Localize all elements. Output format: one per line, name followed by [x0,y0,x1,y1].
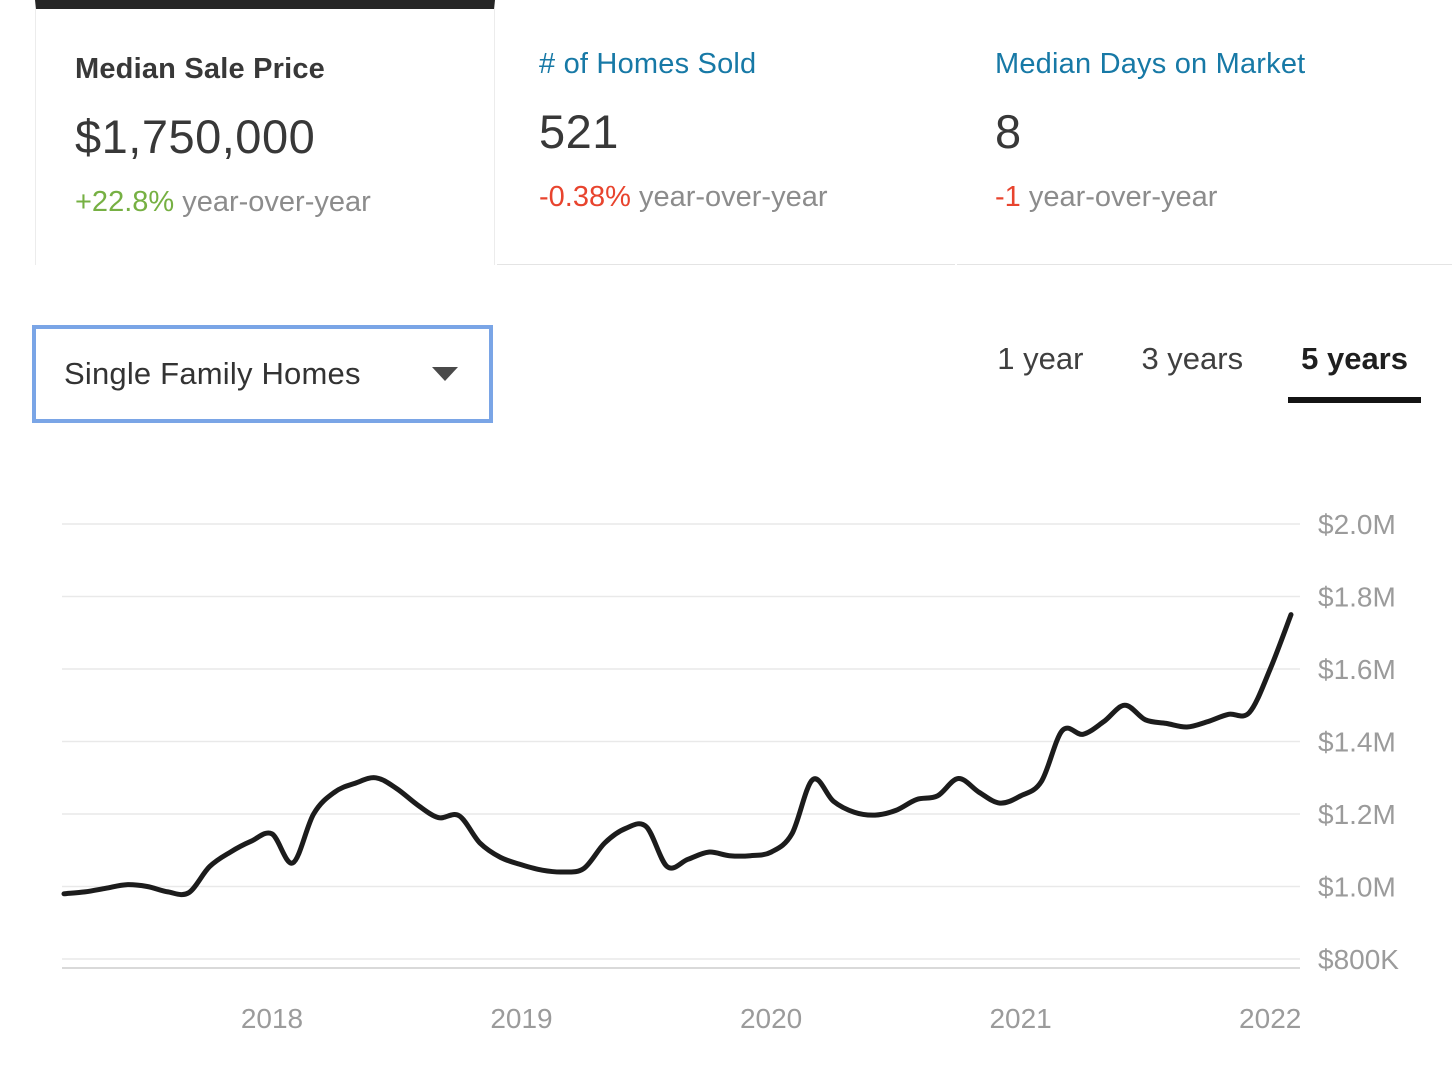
svg-text:$1.4M: $1.4M [1318,727,1396,758]
svg-text:$1.2M: $1.2M [1318,799,1396,830]
delta-percent: -0.38% [539,181,631,213]
delta-percent: +22.8% [75,186,175,218]
tab-value: $1,750,000 [75,110,316,163]
grid-lines [62,523,1300,969]
delta-suffix: year-over-year [630,181,828,213]
svg-text:$1.8M: $1.8M [1318,582,1396,613]
svg-text:2019: 2019 [490,1003,552,1034]
delta-suffix: year-over-year [1020,181,1218,213]
delta-percent: -1 [995,181,1021,213]
time-range-selector: 1 year 3 years 5 years [997,341,1421,403]
delta-suffix: year-over-year [174,186,371,218]
tab-median-sale-price[interactable]: Median Sale Price $1,750,000 +22.8% year… [35,0,495,265]
kpi-tabs: Median Sale Price $1,750,000 +22.8% year… [0,0,1452,265]
tab-title: Median Days on Market [995,48,1306,80]
tab-homes-sold[interactable]: # of Homes Sold 521 -0.38% year-over-yea… [497,0,955,265]
svg-text:2020: 2020 [740,1003,802,1034]
tab-value: 8 [995,105,1022,158]
median-sale-price-line[interactable] [61,612,1294,898]
time-range-1-year[interactable]: 1 year [997,341,1084,376]
x-axis-labels: 2018 2019 2020 2021 2022 [241,1003,1301,1034]
tab-delta: +22.8% year-over-year [75,186,494,219]
svg-text:2018: 2018 [241,1003,303,1034]
y-axis-labels: $2.0M $1.8M $1.6M $1.4M $1.2M $1.0M $800K [1318,509,1399,975]
svg-text:2022: 2022 [1239,1003,1301,1034]
svg-text:2021: 2021 [989,1003,1051,1034]
time-range-5-years[interactable]: 5 years [1288,341,1421,403]
property-type-dropdown[interactable]: Single Family Homes [32,325,493,423]
svg-text:$2.0M: $2.0M [1318,509,1396,540]
tab-delta: -0.38% year-over-year [539,181,955,214]
svg-text:$1.0M: $1.0M [1318,872,1396,903]
tab-title: Median Sale Price [75,53,326,85]
tab-delta: -1 year-over-year [995,181,1452,214]
chevron-down-icon [432,367,458,381]
property-type-value: Single Family Homes [64,356,361,391]
svg-text:$800K: $800K [1318,944,1399,975]
time-range-3-years[interactable]: 3 years [1141,341,1244,376]
tab-title: # of Homes Sold [539,48,757,80]
tab-value: 521 [539,105,619,158]
tab-median-days-on-market[interactable]: Median Days on Market 8 -1 year-over-yea… [957,0,1452,265]
svg-text:$1.6M: $1.6M [1318,654,1396,685]
